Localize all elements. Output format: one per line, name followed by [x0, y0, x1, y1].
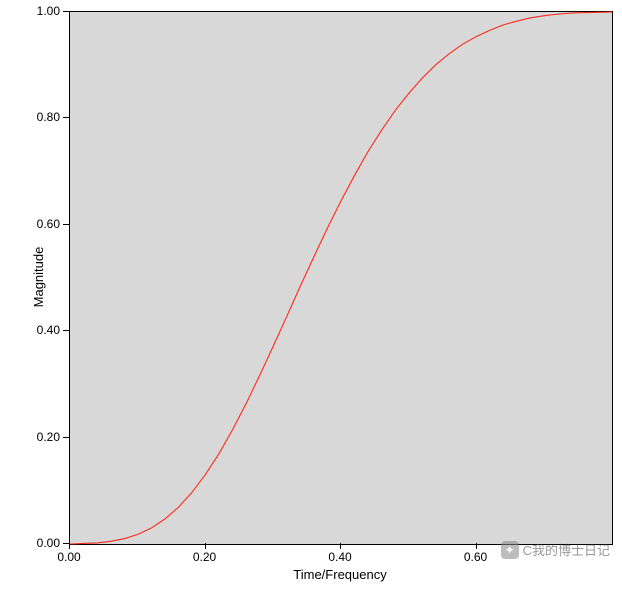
y-tick-label: 0.00 — [37, 536, 60, 550]
x-tick-mark — [476, 543, 477, 549]
curve-svg — [70, 12, 612, 544]
y-axis-label: Magnitude — [31, 247, 46, 308]
y-tick-mark — [63, 437, 69, 438]
x-tick-label: 0.40 — [328, 550, 351, 564]
y-tick-label: 0.40 — [37, 323, 60, 337]
series-line — [70, 12, 612, 544]
x-tick-label: 0.60 — [464, 550, 487, 564]
x-axis-label: Time/Frequency — [293, 567, 386, 582]
x-tick-label: 0.20 — [193, 550, 216, 564]
y-tick-mark — [63, 11, 69, 12]
y-tick-label: 1.00 — [37, 4, 60, 18]
x-tick-mark — [69, 543, 70, 549]
plot-area — [69, 11, 613, 545]
chart-container: 0.00 0.20 0.40 0.60 0.00 0.20 0.40 0.60 0.80 1.00… — [0, 0, 622, 593]
x-tick-mark — [205, 543, 206, 549]
y-tick-mark — [63, 117, 69, 118]
watermark-icon: ✦ — [501, 541, 519, 559]
y-tick-label: 0.20 — [37, 430, 60, 444]
y-tick-mark — [63, 330, 69, 331]
y-tick-mark — [63, 543, 69, 544]
y-tick-label: 0.80 — [37, 110, 60, 124]
watermark: ✦ C我的博士日记 — [501, 540, 610, 559]
y-tick-label: 0.60 — [37, 217, 60, 231]
x-tick-label: 0.00 — [57, 550, 80, 564]
x-tick-mark — [340, 543, 341, 549]
watermark-text: C我的博士日记 — [523, 540, 610, 559]
y-tick-mark — [63, 224, 69, 225]
